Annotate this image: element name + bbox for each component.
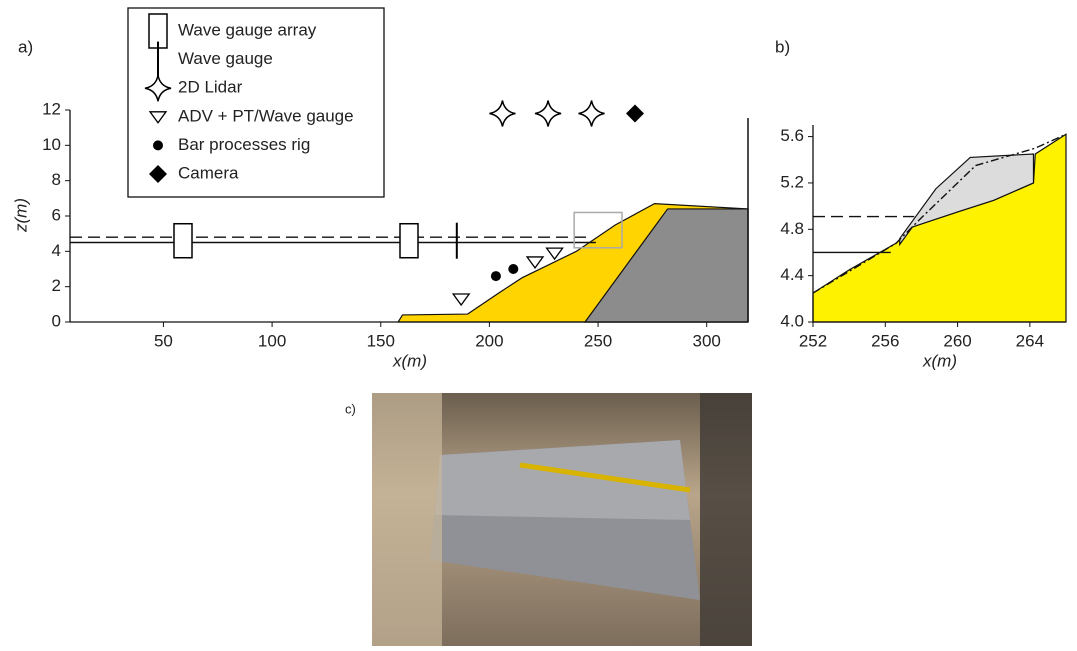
legend-symbol	[149, 165, 167, 183]
panel-label: c)	[345, 401, 356, 416]
adv	[525, 256, 545, 270]
x-axis-label: x(m)	[392, 351, 427, 370]
y-tick-label: 10	[42, 135, 61, 154]
bar-rig	[490, 271, 501, 282]
lidar	[489, 100, 516, 127]
legend-label: Wave gauge array	[178, 20, 317, 39]
legend-symbol	[148, 111, 168, 124]
x-tick-label: 50	[154, 331, 173, 350]
camera	[626, 104, 644, 123]
profile-line	[812, 133, 1067, 294]
y-tick-label: 4.8	[780, 219, 804, 238]
x-tick-label: 150	[367, 331, 395, 350]
x-tick-label: 100	[258, 331, 286, 350]
legend-label: Camera	[178, 163, 239, 182]
x-tick-label: 200	[475, 331, 503, 350]
legend-label: Wave gauge	[178, 49, 273, 68]
wave-gauge-array	[399, 222, 419, 259]
panel-label: a)	[18, 37, 33, 56]
x-tick-label: 256	[871, 331, 899, 350]
y-tick-label: 0	[52, 311, 61, 330]
legend-symbol	[144, 75, 172, 102]
panel-label: b)	[775, 37, 790, 56]
y-tick-label: 4	[52, 241, 61, 260]
photo	[372, 393, 752, 646]
y-tick-label: 5.6	[780, 126, 804, 145]
y-tick-label: 5.2	[780, 172, 804, 191]
y-tick-label: 6	[52, 205, 61, 224]
legend-label: ADV + PT/Wave gauge	[178, 106, 354, 125]
x-tick-label: 300	[693, 331, 721, 350]
legend-symbol	[153, 140, 163, 151]
y-tick-label: 4.4	[780, 265, 804, 284]
y-tick-label: 12	[42, 99, 61, 118]
lidar	[578, 100, 605, 127]
y-axis-label: z(m)	[11, 198, 30, 233]
x-tick-label: 250	[584, 331, 612, 350]
legend-box	[127, 7, 385, 198]
x-tick-label: 264	[1016, 331, 1044, 350]
adv	[545, 247, 564, 261]
x-tick-label: 260	[943, 331, 971, 350]
y-tick-label: 8	[52, 170, 61, 189]
adv	[451, 293, 471, 307]
zoom-box	[573, 211, 623, 249]
x-tick-label: 252	[799, 331, 827, 350]
wave-gauge-array	[173, 222, 193, 259]
lidar	[534, 100, 562, 127]
y-tick-label: 4.0	[780, 311, 804, 330]
legend-label: Bar processes rig	[178, 135, 310, 154]
y-tick-label: 2	[52, 276, 61, 295]
profile-area	[899, 153, 1035, 247]
legend-label: 2D Lidar	[178, 78, 243, 97]
bar-rig	[508, 264, 519, 274]
x-axis-label: x(m)	[922, 351, 957, 370]
